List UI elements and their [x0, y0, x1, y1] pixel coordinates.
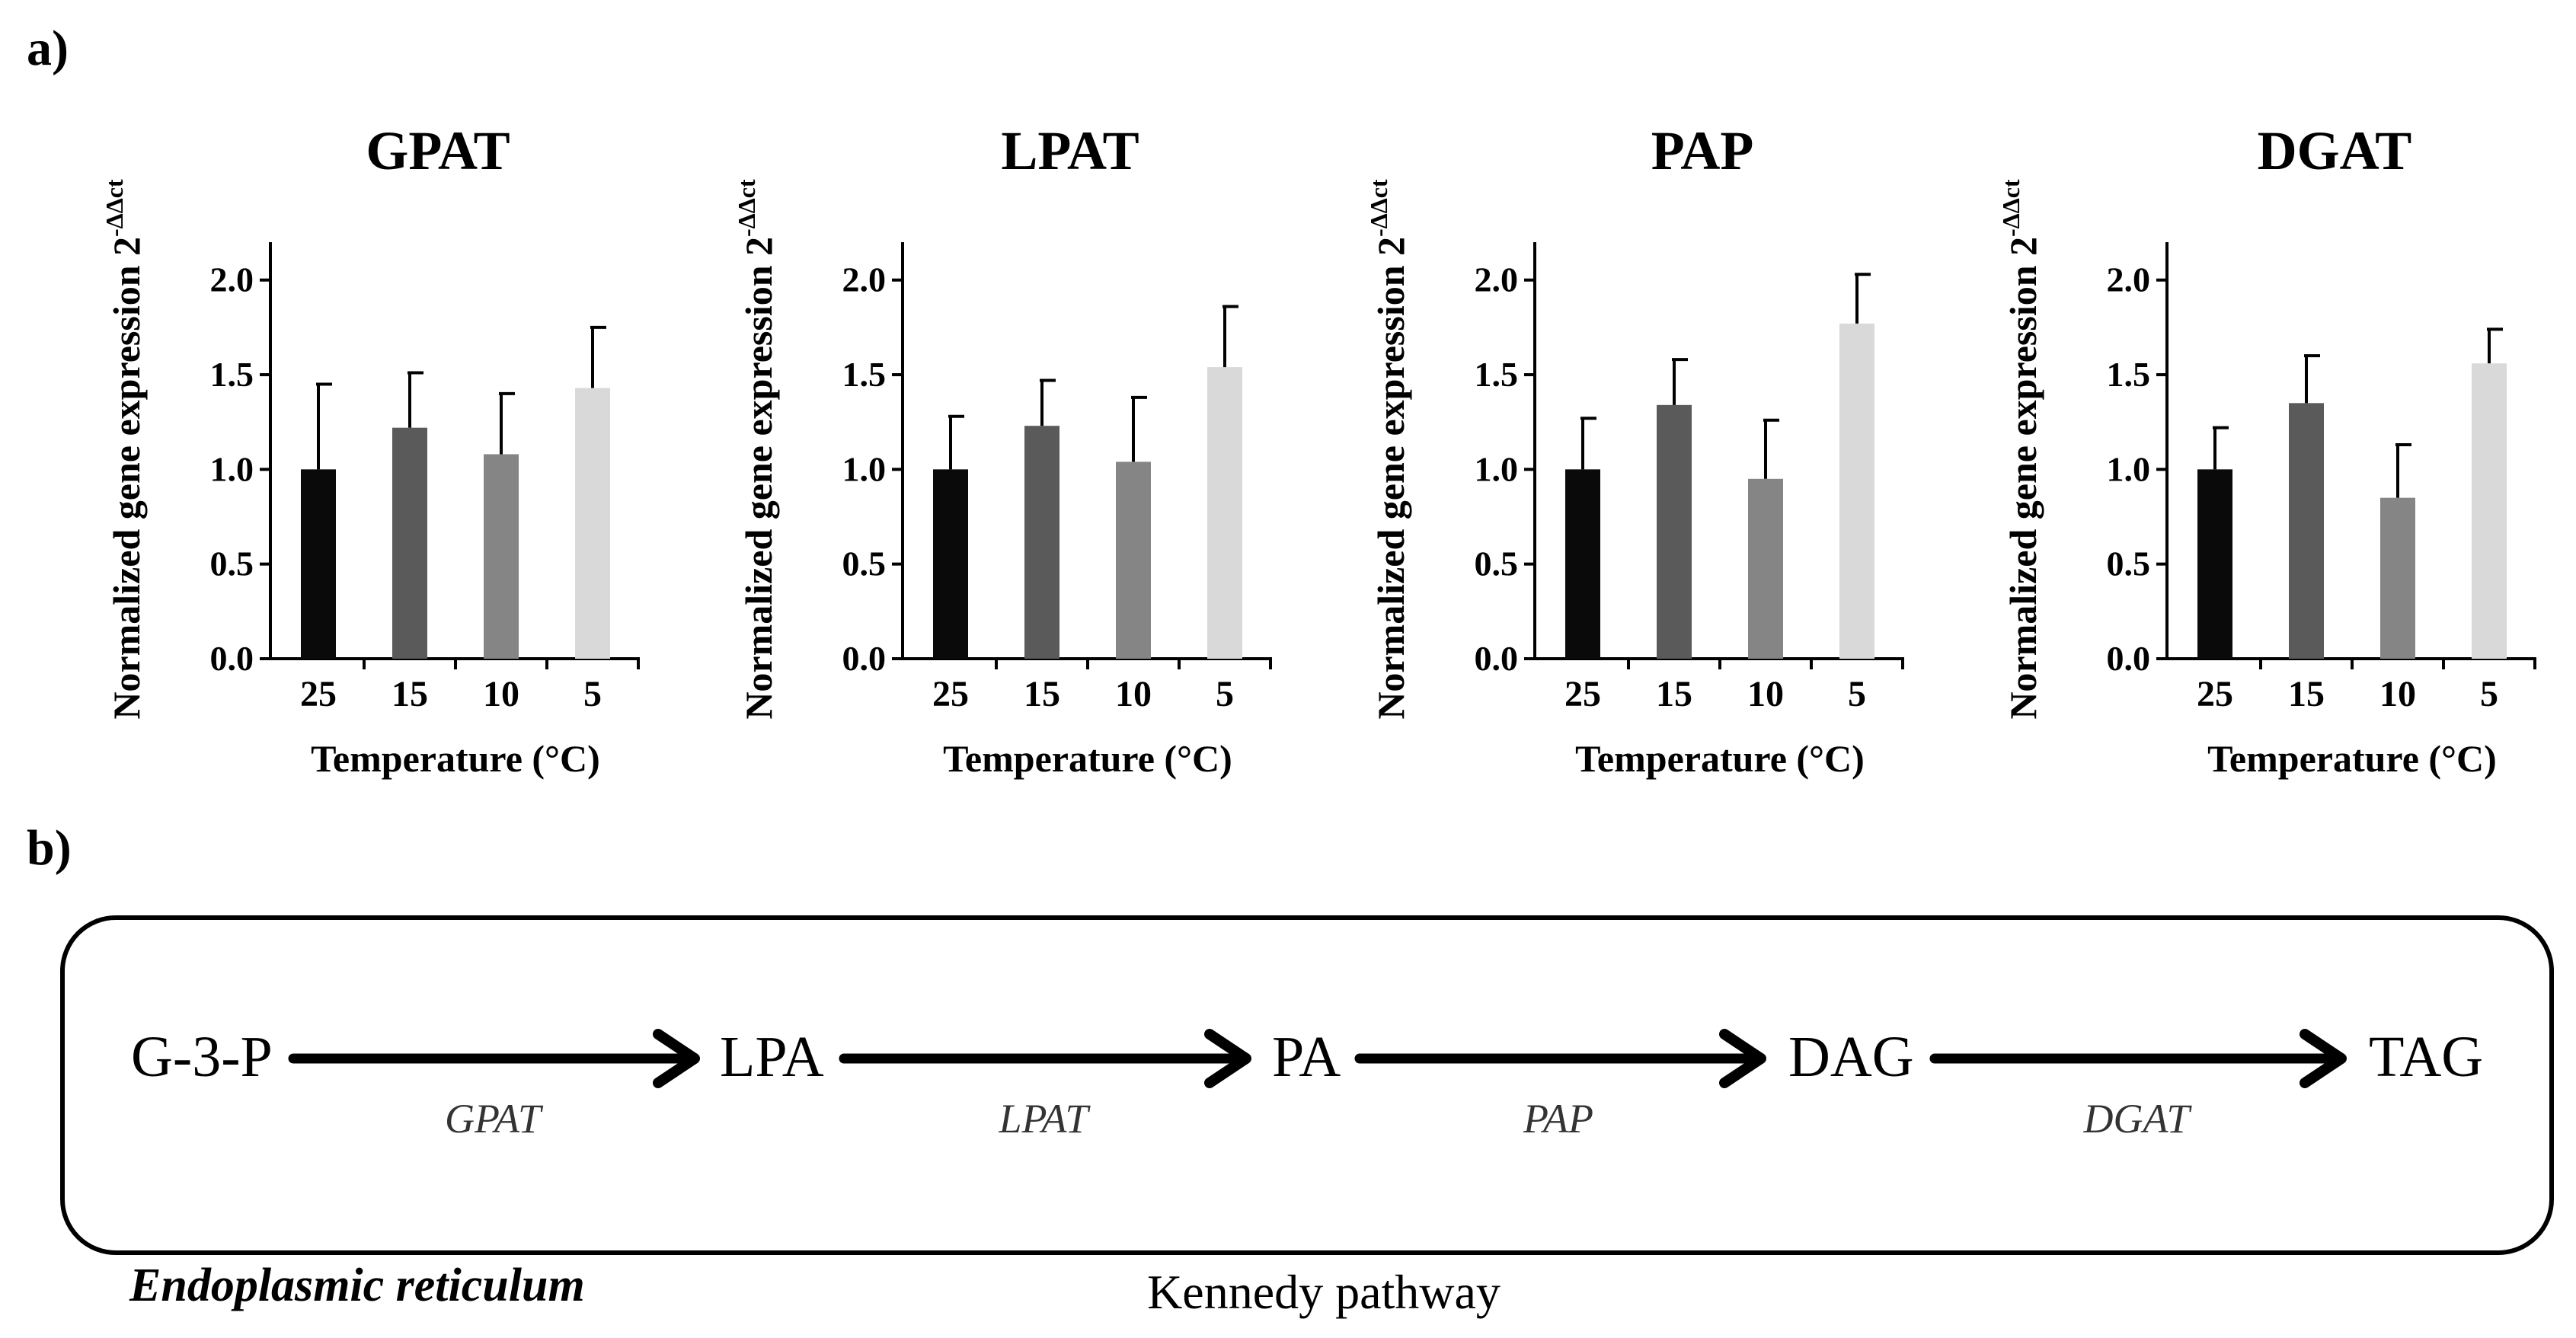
metabolite-g3p: G-3-P: [131, 1025, 273, 1089]
bar: [2197, 469, 2232, 659]
y-tick-label: 2.0: [1475, 260, 1519, 299]
x-tick-label: 5: [1216, 674, 1234, 714]
compartment-label: Endoplasmic reticulum: [129, 1260, 585, 1311]
y-tick-label: 0.5: [842, 544, 887, 583]
y-axis-label: Normalized gene expression 2-ΔΔct: [733, 179, 780, 720]
y-tick-label: 0.0: [1475, 639, 1519, 678]
endoplasmic-reticulum-box: [60, 915, 2554, 1255]
y-tick-label: 0.5: [2107, 544, 2151, 583]
chart-title: DGAT: [2258, 120, 2412, 181]
x-tick-label: 15: [1024, 674, 1060, 714]
y-axis-label-superscript: -ΔΔct: [1365, 179, 1392, 237]
bar: [1565, 469, 1600, 659]
metabolite-dag: DAG: [1788, 1025, 1914, 1089]
y-tick-label: 1.5: [1475, 355, 1519, 394]
x-tick-label: 25: [1564, 674, 1601, 714]
y-tick-label: 1.0: [2107, 449, 2151, 488]
y-tick-label: 2.0: [2107, 260, 2151, 299]
arrow-lpat: [839, 1029, 1251, 1088]
y-tick-label: 1.0: [210, 449, 254, 488]
chart-pap: Normalized gene expression 2-ΔΔct PAP 0.0 0…: [1365, 120, 1904, 780]
y-axis-label-main: Normalized gene expression 2: [1369, 237, 1412, 720]
x-tick-label: 10: [2379, 674, 2416, 714]
chart-title: LPAT: [1001, 120, 1139, 181]
y-axis-label: Normalized gene expression 2-ΔΔct: [1365, 179, 1412, 720]
enzyme-label-dgat: DGAT: [2082, 1096, 2192, 1142]
bar: [1657, 404, 1692, 659]
y-axis-label-main: Normalized gene expression 2: [2002, 237, 2044, 720]
y-tick-label: 2.0: [210, 260, 254, 299]
x-tick-label: 10: [1747, 674, 1784, 714]
x-tick-label: 5: [2480, 674, 2498, 714]
x-tick-label: 5: [1848, 674, 1866, 714]
metabolite-lpa: LPA: [720, 1025, 824, 1089]
y-axis-label-superscript: -ΔΔct: [1997, 179, 2025, 237]
bar: [484, 454, 519, 659]
bar: [392, 427, 427, 659]
x-axis-label: Temperature (°C): [943, 737, 1232, 780]
y-axis-label-main: Normalized gene expression 2: [737, 237, 780, 720]
y-tick-label: 1.5: [842, 355, 887, 394]
x-axis-label: Temperature (°C): [2207, 737, 2497, 780]
x-tick-label: 25: [932, 674, 969, 714]
chart-title: GPAT: [366, 120, 510, 181]
arrow-gpat: [288, 1029, 700, 1088]
x-axis-label: Temperature (°C): [311, 737, 600, 780]
bar: [2380, 497, 2415, 659]
bar: [2289, 403, 2324, 659]
pathway-diagram: G-3-P LPA PA DAG TAG GPAT LPAT PAP DGAT …: [60, 915, 2554, 1319]
enzyme-label-pap: PAP: [1523, 1096, 1593, 1142]
y-axis-label-main: Normalized gene expression 2: [105, 237, 148, 720]
x-tick-label: 10: [483, 674, 519, 714]
metabolite-pa: PA: [1272, 1025, 1341, 1089]
arrow-pap: [1354, 1029, 1766, 1088]
panel-label-a: a): [27, 21, 69, 76]
enzyme-label-lpat: LPAT: [998, 1096, 1091, 1142]
bar: [1839, 323, 1874, 659]
y-tick-label: 0.0: [842, 639, 887, 678]
x-tick-label: 15: [1656, 674, 1692, 714]
bar: [301, 469, 336, 659]
bar: [1116, 461, 1151, 659]
y-axis-label-superscript: -ΔΔct: [101, 179, 128, 237]
y-tick-label: 1.0: [842, 449, 887, 488]
y-axis-label: Normalized gene expression 2-ΔΔct: [1997, 179, 2044, 720]
chart-gpat: Normalized gene expression 2-ΔΔct GPAT 0.0…: [101, 120, 640, 780]
bar: [1748, 478, 1783, 659]
bar: [1207, 367, 1242, 659]
x-tick-label: 15: [392, 674, 428, 714]
y-tick-label: 0.0: [210, 639, 254, 678]
y-tick-label: 2.0: [842, 260, 887, 299]
x-tick-label: 5: [583, 674, 602, 714]
bar: [2472, 363, 2507, 659]
y-tick-label: 1.0: [1475, 449, 1519, 488]
y-tick-label: 1.5: [210, 355, 254, 394]
x-tick-label: 25: [300, 674, 337, 714]
y-axis-label-superscript: -ΔΔct: [733, 179, 760, 237]
panel-label-b: b): [27, 820, 72, 876]
bar: [1024, 426, 1059, 659]
x-axis-label: Temperature (°C): [1575, 737, 1865, 780]
bar: [933, 469, 968, 659]
enzyme-label-gpat: GPAT: [445, 1096, 544, 1142]
x-tick-label: 10: [1115, 674, 1152, 714]
chart-lpat: Normalized gene expression 2-ΔΔct LPAT 0.0…: [733, 120, 1272, 780]
charts-group: Normalized gene expression 2-ΔΔctGPAT0.0…: [101, 120, 2536, 780]
y-tick-label: 1.5: [2107, 355, 2151, 394]
y-tick-label: 0.5: [210, 544, 254, 583]
chart-title: PAP: [1651, 120, 1754, 181]
y-tick-label: 0.0: [2107, 639, 2151, 678]
metabolite-tag: TAG: [2369, 1025, 2483, 1089]
y-axis-label: Normalized gene expression 2-ΔΔct: [101, 179, 148, 720]
bar: [575, 388, 610, 659]
pathway-label: Kennedy pathway: [1147, 1265, 1501, 1319]
y-tick-label: 0.5: [1475, 544, 1519, 583]
x-tick-label: 25: [2197, 674, 2233, 714]
arrow-dgat: [1929, 1029, 2347, 1088]
chart-dgat: Normalized gene expression 2-ΔΔct DGAT 0.0…: [1997, 120, 2536, 780]
x-tick-label: 15: [2288, 674, 2325, 714]
